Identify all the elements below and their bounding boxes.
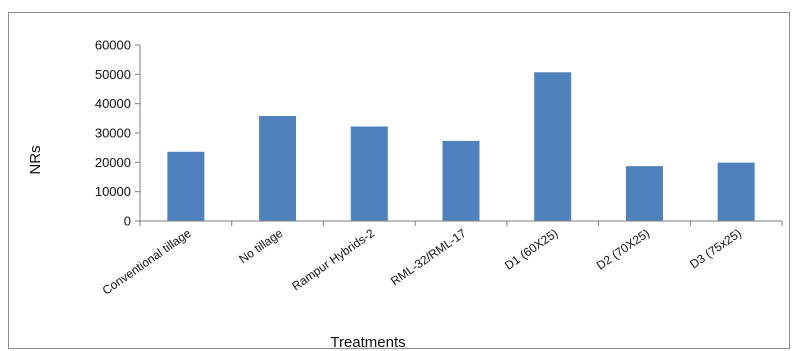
x-axis-category-labels: Conventional tillage No tillage Rampur Hyb… [100,226,744,298]
x-category-label: No tillage [236,226,285,266]
bar [259,115,297,221]
bar [442,140,480,221]
bars [167,72,755,221]
x-category-label: D3 (75x25) [687,226,744,272]
x-category-label: D2 (70X25) [594,226,652,273]
y-tick-label: 50000 [95,67,131,82]
x-category-label: Rampur Hybrids-2 [289,226,377,293]
y-tick-label: 10000 [95,184,131,199]
y-tick-label: 60000 [95,38,131,53]
bar [717,162,755,221]
x-category-label: RML-32/RML-17 [388,226,469,289]
bar [625,166,663,221]
x-category-label: Conventional tillage [100,226,194,298]
x-axis-title: Treatments [330,334,405,351]
bar [167,151,205,221]
y-tick-label: 20000 [95,155,131,170]
y-tick-label: 0 [124,214,131,229]
y-tick-label: 30000 [95,126,131,141]
y-axis-ticks: 0 10000 20000 30000 40000 50000 60000 [95,38,783,229]
bar [350,126,388,221]
y-axis-title: NRs [27,145,44,174]
bar [534,72,572,221]
y-tick-label: 40000 [95,96,131,111]
x-category-label: D1 (60X25) [502,226,560,273]
